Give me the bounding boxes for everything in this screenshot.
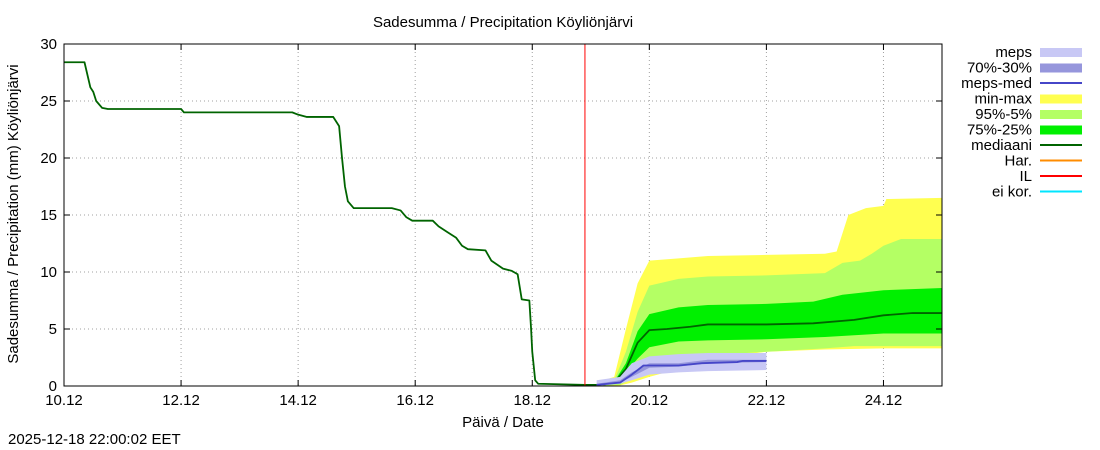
- legend-label-mediaani: mediaani: [971, 137, 1032, 154]
- line-meps-med: [596, 360, 767, 386]
- x-axis-label: Päivä / Date: [462, 414, 544, 431]
- axes: 10.12 12.12 14.12 16.12 18.12 20.12 22.12 24.12…: [40, 36, 943, 409]
- y-tick-label-4: 20: [40, 150, 57, 167]
- legend-label-ei-kor: ei kor.: [992, 184, 1032, 201]
- timestamp: 2025-12-18 22:00:02 EET: [8, 431, 181, 448]
- y-tick-label-5: 25: [40, 93, 57, 110]
- legend-swatch-75-25: [1040, 125, 1082, 135]
- band-75-25: [596, 287, 942, 386]
- x-tick-label-3: 16.12: [396, 392, 434, 409]
- legend-label-70-30: 70%-30%: [967, 60, 1032, 77]
- y-tick-label-1: 5: [49, 321, 57, 338]
- y-tick-label-6: 30: [40, 36, 57, 53]
- y-tick-label-2: 10: [40, 264, 57, 281]
- legend-label-75-25: 75%-25%: [967, 122, 1032, 139]
- y-axis-label: Sadesumma / Precipitation (mm) Köyliönjä…: [5, 64, 22, 363]
- x-tick-label-2: 14.12: [279, 392, 317, 409]
- legend-swatch-70-30: [1040, 63, 1082, 73]
- line-mediaani-history: [64, 61, 585, 386]
- legend-label-har: Har.: [1004, 153, 1032, 170]
- x-tick-label-0: 10.12: [45, 392, 83, 409]
- legend-label-il: IL: [1019, 168, 1032, 185]
- legend: meps70%-30%meps-medmin-max95%-5%75%-25%m…: [961, 44, 1082, 201]
- legend-label-min-max: min-max: [974, 91, 1032, 108]
- legend-swatch-meps: [1040, 48, 1082, 57]
- plot-area: [64, 44, 942, 386]
- legend-swatch-95-5: [1040, 110, 1082, 119]
- y-tick-label-3: 15: [40, 207, 57, 224]
- legend-label-meps: meps: [995, 44, 1032, 61]
- chart-title: Sadesumma / Precipitation Köyliönjärvi: [373, 14, 633, 31]
- x-tick-label-6: 22.12: [748, 392, 786, 409]
- x-tick-label-4: 18.12: [513, 392, 551, 409]
- x-tick-label-5: 20.12: [631, 392, 669, 409]
- x-tick-label-7: 24.12: [865, 392, 903, 409]
- y-tick-label-0: 0: [49, 378, 57, 395]
- legend-label-95-5: 95%-5%: [975, 106, 1032, 123]
- x-tick-label-1: 12.12: [162, 392, 200, 409]
- legend-swatch-min-max: [1040, 94, 1082, 104]
- legend-label-meps-med: meps-med: [961, 75, 1032, 92]
